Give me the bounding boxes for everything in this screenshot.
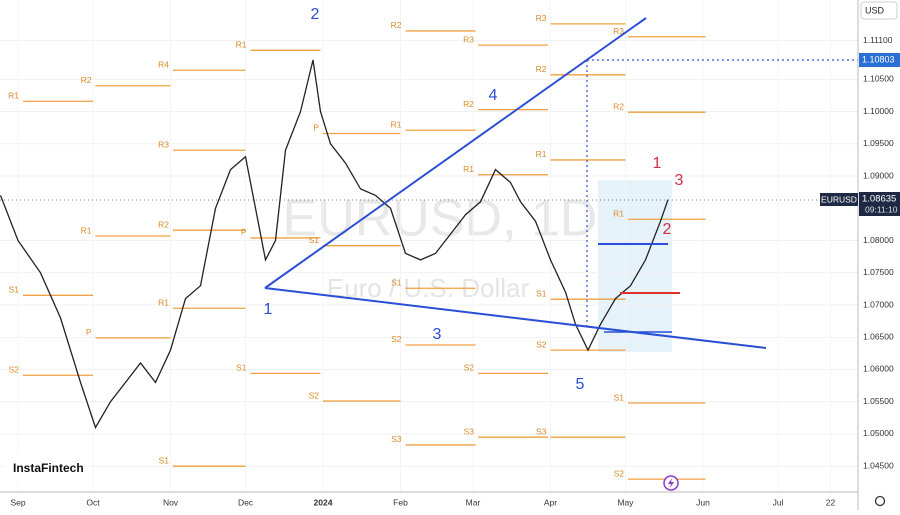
y-tick-label: 1.08000 <box>863 235 894 245</box>
pivot-label: R3 <box>463 34 474 44</box>
label-layer: 1 2 3 4 5 1 2 3 <box>264 6 684 393</box>
pivot-label: R3 <box>536 13 547 23</box>
settings-icon[interactable] <box>874 495 886 507</box>
clock: 09:11:10 <box>865 204 898 214</box>
pivot-label: S1 <box>236 363 247 373</box>
pivot-label: R2 <box>613 101 624 111</box>
y-tick-label: 1.10500 <box>863 74 894 84</box>
pivot-label: S1 <box>536 288 547 298</box>
pivot-label: S3 <box>464 426 475 436</box>
y-tick-label: 1.11100 <box>863 35 893 45</box>
pivot-label: R2 <box>158 219 169 229</box>
trend-line <box>264 17 647 289</box>
pivot-label: P <box>86 327 92 337</box>
wave-label: 3 <box>433 326 442 343</box>
pivot-label: R1 <box>236 40 247 50</box>
symbol-tag-box <box>820 193 858 206</box>
price-axis-panel <box>858 0 900 510</box>
volume-profile-zone <box>598 180 672 352</box>
x-tick-label: Nov <box>163 497 179 507</box>
wave-label: 1 <box>264 301 273 318</box>
pivot-label: S1 <box>309 235 320 245</box>
y-tick-label: 1.09000 <box>863 170 894 180</box>
pivot-label: R2 <box>81 75 92 85</box>
x-tick-label: May <box>617 497 634 507</box>
y-tick-label: 1.10000 <box>863 106 894 116</box>
pivot-label: S2 <box>309 390 320 400</box>
pivot-label: R1 <box>8 90 19 100</box>
pivot-label: P <box>241 227 247 237</box>
pivot-label: S2 <box>464 363 475 373</box>
x-tick-label: Dec <box>238 497 254 507</box>
y-tick-label: 1.09500 <box>863 138 894 148</box>
pivot-label: R3 <box>158 139 169 149</box>
x-tick-label: Feb <box>393 497 408 507</box>
wave-label: 4 <box>489 87 498 104</box>
y-tick-label: 1.04500 <box>863 460 894 470</box>
price-line <box>0 59 669 430</box>
marked-price-box <box>859 53 900 67</box>
pivot-label: R1 <box>536 149 547 159</box>
pivot-label: S2 <box>536 339 547 349</box>
event-icon-bolt <box>668 478 674 488</box>
pivot-label: S2 <box>9 365 20 375</box>
pivot-label: S2 <box>391 334 402 344</box>
pivot-label: S1 <box>159 455 170 465</box>
y-tick-label: 1.07000 <box>863 299 894 309</box>
y-tick-label: 1.07500 <box>863 267 894 277</box>
pivot-label: S1 <box>391 277 402 287</box>
price-layer <box>0 59 669 430</box>
pivot-label: R1 <box>613 208 624 218</box>
x-tick-label: Mar <box>466 497 481 507</box>
pivot-label: R3 <box>613 26 624 36</box>
x-tick-label: 2024 <box>314 497 333 507</box>
pivot-label: S1 <box>9 285 20 295</box>
y-tick-label: 1.06500 <box>863 331 894 341</box>
y-tick-label: 1.05500 <box>863 396 894 406</box>
wave-label: 2 <box>311 6 320 23</box>
pivot-label: P <box>313 123 319 133</box>
pivot-label: S1 <box>614 392 625 402</box>
pivot-label: R1 <box>463 164 474 174</box>
wave-label: 3 <box>675 172 684 189</box>
last-price: 1.08635 <box>862 194 896 205</box>
wave-label: 1 <box>653 155 662 172</box>
x-tick-label: Jun <box>696 497 710 507</box>
pivot-label: R1 <box>158 297 169 307</box>
x-tick-label: Sep <box>10 497 25 507</box>
pivot-label: R1 <box>391 120 402 130</box>
x-tick-label: Oct <box>86 497 100 507</box>
x-tick-label: Apr <box>544 497 557 507</box>
x-tick-label: 22 <box>826 497 836 507</box>
brand-box <box>4 455 84 483</box>
pivot-label: R2 <box>463 99 474 109</box>
wave-label: 5 <box>576 376 585 393</box>
wave-label: 2 <box>663 221 672 238</box>
pivot-label: S3 <box>536 426 547 436</box>
x-tick-label: Jul <box>773 497 784 507</box>
pivot-label: R4 <box>158 60 169 70</box>
pivot-label: R2 <box>391 20 402 30</box>
trend-line <box>264 287 767 349</box>
y-tick-label: 1.06000 <box>863 364 894 374</box>
pivot-label: R2 <box>536 64 547 74</box>
symbol-tag: EURUSD <box>821 194 857 204</box>
axis-layer: 1.11100 1.10500 1.10000 1.09500 1.09000 1.080… <box>10 35 894 507</box>
last-price-box <box>859 192 900 216</box>
pivot-label: S3 <box>391 434 402 444</box>
y-tick-label: 1.05000 <box>863 428 894 438</box>
currency-button[interactable] <box>860 1 898 20</box>
grid-layer <box>0 0 858 492</box>
pivot-layer: R1 S1 S2 R2 R1 P R4 R3 R2 R1 S1 R1 P S1 P S1 S2 R2 R1 S1 S2 S… <box>8 13 706 480</box>
pivot-label: R1 <box>81 225 92 235</box>
pivot-label: S2 <box>614 468 625 478</box>
brand: InstaFintech <box>13 461 84 475</box>
marked-price: 1.10803 <box>862 54 895 64</box>
currency[interactable]: USD <box>865 5 885 15</box>
